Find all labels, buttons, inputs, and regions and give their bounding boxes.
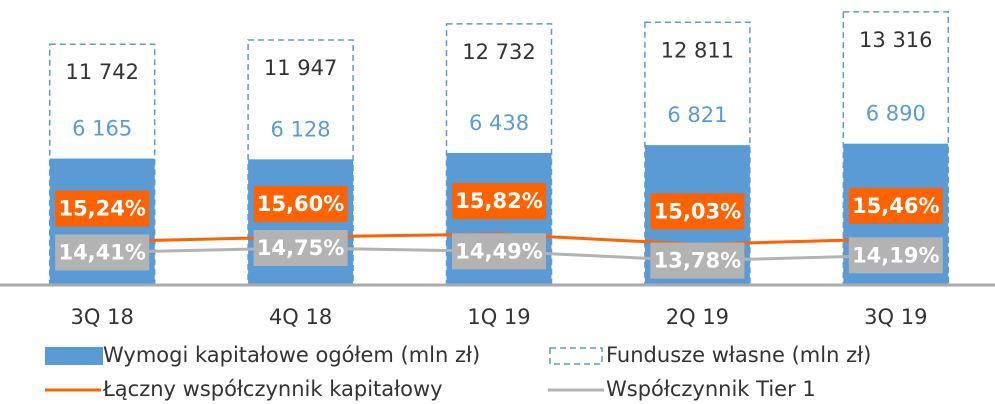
x-tick-label: 1Q 19: [467, 305, 530, 329]
legend-swatch: [45, 347, 103, 365]
x-tick-label: 4Q 18: [269, 305, 332, 329]
line-label: 14,75%: [257, 236, 344, 260]
line-label-box: [848, 237, 943, 274]
line-label: 14,49%: [455, 239, 542, 263]
own-funds-label: 11 742: [65, 60, 138, 84]
legend-label: Fundusze własne (mln zł): [606, 343, 871, 367]
line-label-box: [55, 190, 150, 227]
requirements-label: 6 821: [667, 103, 727, 127]
line-label-box: [848, 187, 943, 224]
line-label: 14,41%: [58, 240, 145, 264]
line-label: 15,24%: [58, 197, 145, 221]
line-label-box: [650, 193, 745, 230]
legend-label: Wymogi kapitałowe ogółem (mln zł): [103, 343, 480, 367]
requirements-bar: [248, 159, 354, 285]
own-funds-label: 13 316: [859, 28, 932, 52]
line-label-box: [452, 183, 546, 220]
line-label-box: [452, 233, 546, 270]
legend-label: Łączny współczynnik kapitałowy: [102, 377, 443, 401]
line-label-box: [55, 234, 150, 271]
own-funds-label: 12 811: [661, 38, 734, 62]
legend-label: Współczynnik Tier 1: [606, 377, 816, 401]
x-tick-label: 2Q 19: [666, 305, 729, 329]
requirements-label: 6 128: [271, 117, 331, 141]
line-label-box: [650, 242, 745, 279]
requirements-label: 6 890: [866, 102, 926, 126]
line-label: 15,60%: [257, 192, 344, 216]
line-label: 15,46%: [852, 194, 939, 218]
own-funds-label: 11 947: [264, 56, 337, 80]
line-label: 13,78%: [654, 249, 741, 273]
x-tick-label: 3Q 19: [864, 305, 927, 329]
line-label-box: [253, 230, 348, 267]
requirements-label: 6 165: [72, 117, 132, 141]
line-label: 14,19%: [852, 243, 939, 267]
line-label-box: [253, 185, 348, 222]
line-label: 15,03%: [654, 199, 741, 223]
line-label: 15,82%: [455, 189, 542, 213]
legend-swatch: [549, 347, 603, 365]
x-tick-label: 3Q 18: [71, 305, 134, 329]
requirements-label: 6 438: [469, 111, 529, 135]
own-funds-label: 12 732: [462, 40, 535, 64]
